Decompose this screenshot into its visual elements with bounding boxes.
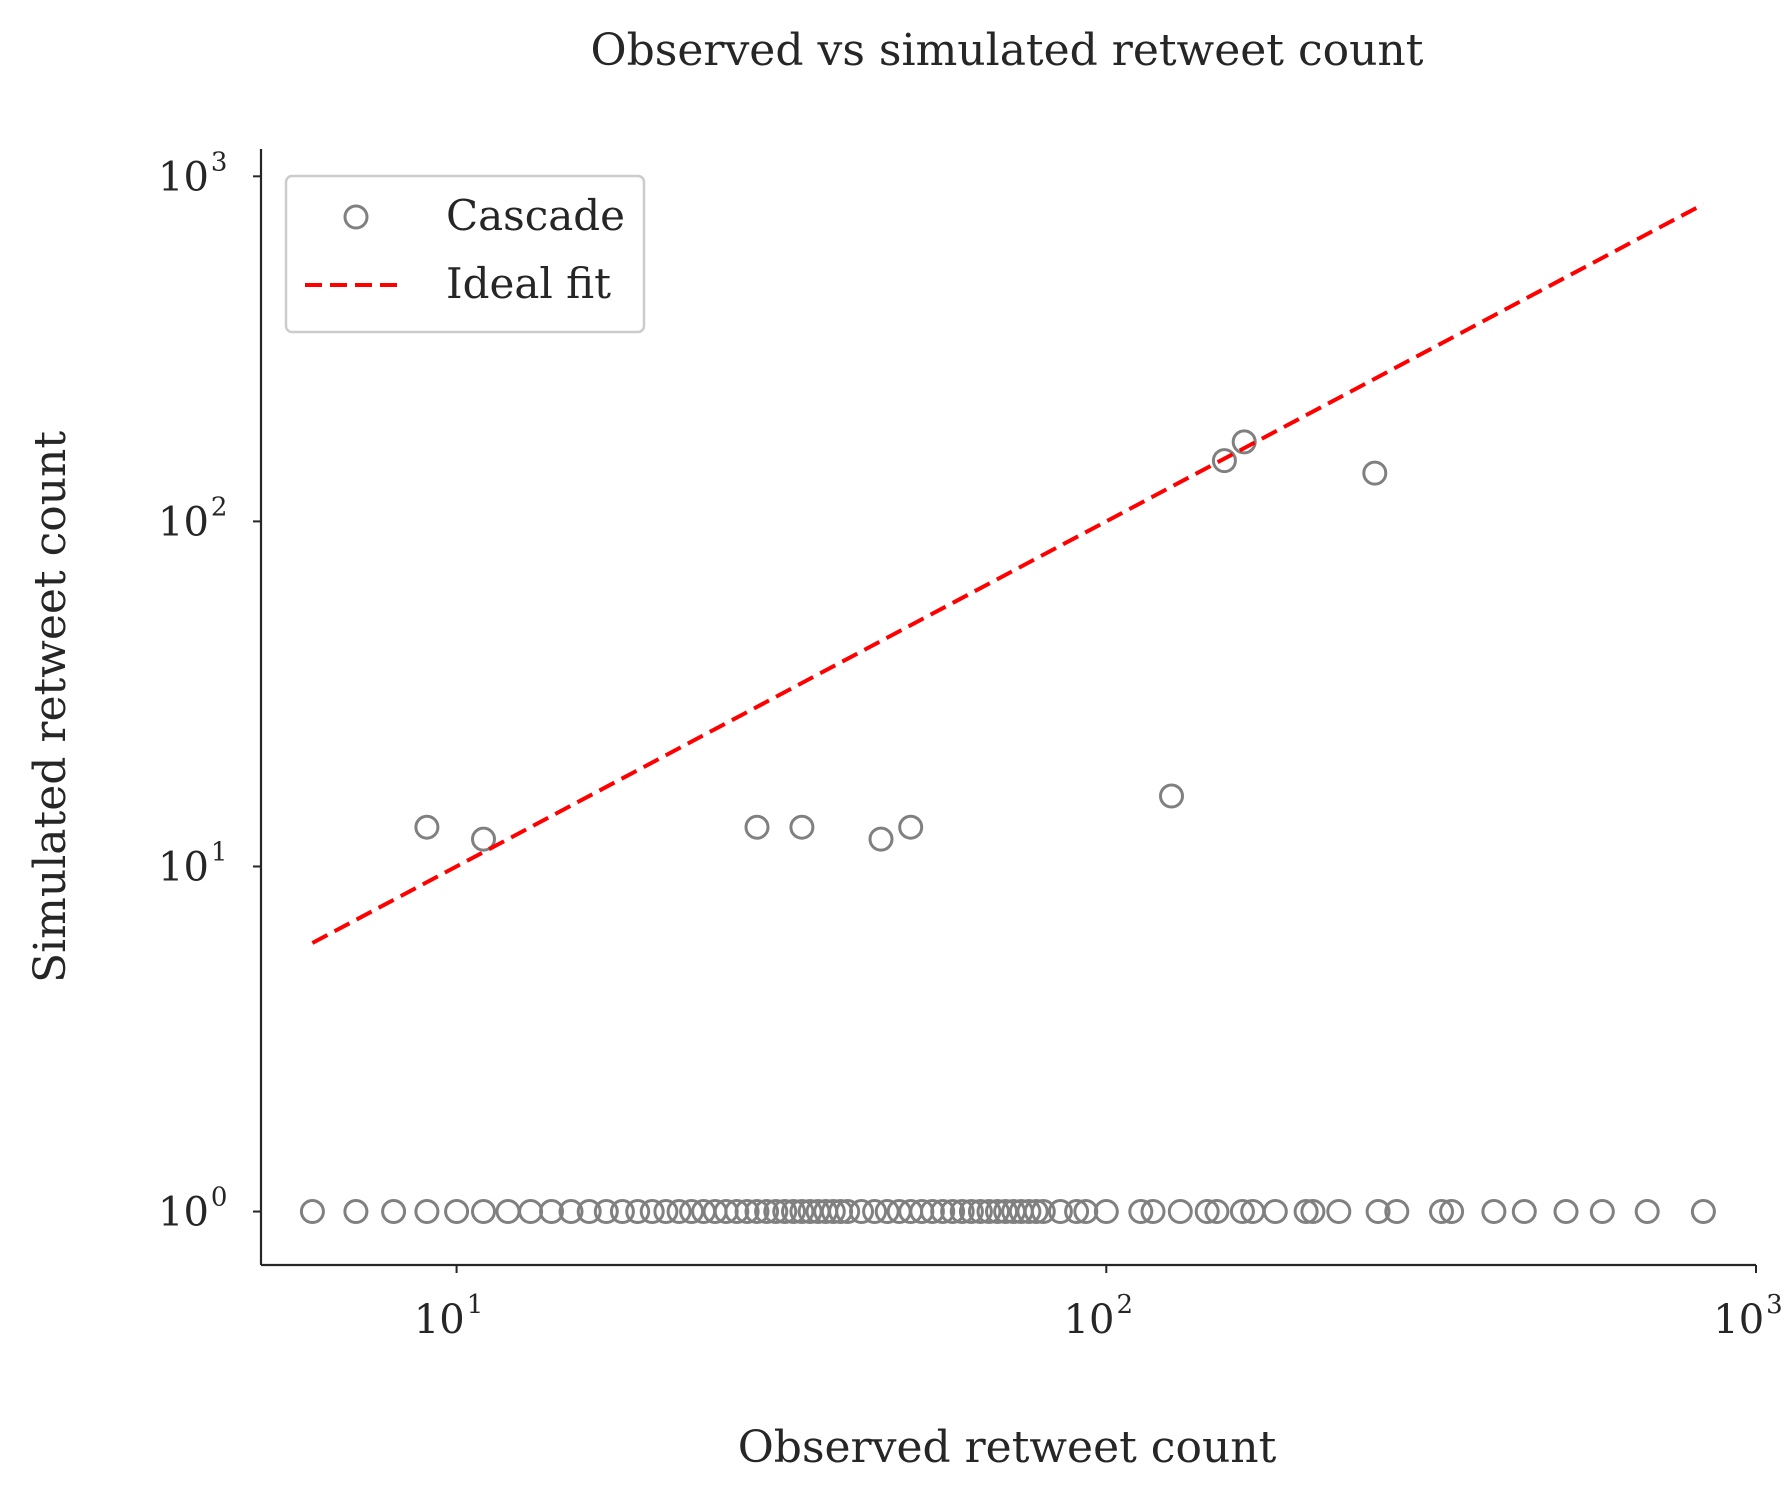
cascade-point-9 — [558, 1199, 584, 1224]
cascade-point-13 — [625, 1199, 651, 1224]
cascade-point-69 — [1326, 1199, 1352, 1224]
cascade-point-23 — [744, 1199, 770, 1224]
cascade-point-74 — [1481, 1199, 1507, 1224]
cascade-point-70 — [1365, 1199, 1391, 1224]
cascade-point-73 — [1439, 1199, 1465, 1224]
cascade-point-79 — [1690, 1199, 1716, 1224]
cascade-point-7 — [518, 1199, 544, 1224]
cascade-point-25 — [763, 1199, 789, 1224]
cascade-point-53 — [1023, 1199, 1049, 1224]
cascade-point-76 — [1553, 1199, 1579, 1224]
cascade-point-48 — [985, 1199, 1010, 1224]
cascade-point-15 — [653, 1199, 679, 1224]
cascade-point-66 — [1262, 1199, 1288, 1224]
cascade-point-71 — [1384, 1199, 1410, 1224]
cascade-point-8 — [539, 1199, 564, 1224]
x-axis-label: Observed retweet count — [738, 1422, 1277, 1473]
cascade-point-89 — [1362, 460, 1388, 486]
cascade-point-24 — [754, 1199, 780, 1224]
cascade-point-10 — [576, 1199, 602, 1224]
cascade-point-62 — [1194, 1199, 1220, 1224]
cascade-point-32 — [820, 1199, 846, 1224]
cascade-point-42 — [930, 1199, 956, 1224]
cascade-point-80 — [414, 814, 440, 840]
cascade-point-36 — [862, 1199, 888, 1224]
cascade-point-6 — [495, 1199, 521, 1224]
cascade-point-88 — [1231, 429, 1257, 455]
cascade-point-4 — [444, 1199, 470, 1224]
cascade-point-84 — [868, 826, 894, 852]
cascade-point-56 — [1064, 1199, 1090, 1224]
cascade-point-68 — [1300, 1199, 1326, 1224]
cascade-point-87 — [1211, 448, 1237, 474]
y-tick-label-3: 103 — [158, 147, 227, 200]
cascade-point-27 — [781, 1199, 806, 1224]
cascade-point-44 — [949, 1199, 975, 1224]
cascade-point-5 — [471, 1199, 496, 1224]
cascade-point-81 — [471, 826, 496, 852]
cascade-point-14 — [639, 1199, 665, 1224]
cascade-point-72 — [1429, 1199, 1454, 1224]
cascade-point-61 — [1167, 1199, 1193, 1224]
legend-box — [284, 174, 646, 334]
cascade-point-16 — [666, 1199, 692, 1224]
y-tick-label-1: 101 — [158, 837, 227, 890]
cascade-point-41 — [919, 1199, 945, 1224]
cascade-point-34 — [835, 1199, 861, 1224]
cascade-point-83 — [789, 814, 815, 840]
ideal-fit-layer — [311, 202, 1705, 945]
cascade-point-46 — [967, 1199, 993, 1224]
cascade-point-78 — [1634, 1199, 1660, 1224]
ideal-fit-line — [311, 202, 1705, 945]
cascade-point-11 — [593, 1199, 619, 1224]
y-tick-label-0: 100 — [158, 1183, 227, 1236]
cascade-point-60 — [1140, 1199, 1166, 1224]
cascade-point-54 — [1030, 1199, 1056, 1224]
cascade-point-47 — [976, 1199, 1002, 1224]
cascade-point-21 — [724, 1199, 750, 1224]
cascade-point-3 — [414, 1199, 440, 1224]
legend-cascade-label: Cascade — [446, 191, 625, 240]
cascade-point-28 — [789, 1199, 815, 1224]
cascade-point-45 — [958, 1199, 984, 1224]
legend-cascade-marker — [343, 204, 369, 230]
y-tick-label-2: 102 — [158, 492, 227, 545]
cascade-point-58 — [1093, 1199, 1119, 1224]
cascade-point-35 — [849, 1199, 874, 1224]
cascade-point-1 — [343, 1199, 369, 1224]
cascade-point-63 — [1204, 1199, 1230, 1224]
cascade-point-59 — [1128, 1199, 1154, 1224]
cascade-point-0 — [299, 1199, 325, 1224]
cascade-point-67 — [1293, 1199, 1319, 1224]
cascade-points — [299, 429, 1716, 1224]
cascade-point-43 — [940, 1199, 966, 1224]
x-axis-ticks: 101 102 103 — [414, 1265, 1783, 1343]
legend-ideal-fit-label: Ideal fit — [446, 259, 611, 308]
chart-title: Observed vs simulated retweet count — [591, 25, 1424, 76]
cascade-point-2 — [381, 1199, 407, 1224]
cascade-point-75 — [1511, 1199, 1537, 1224]
cascade-point-26 — [772, 1199, 798, 1224]
cascade-point-82 — [744, 814, 770, 840]
cascade-point-85 — [898, 814, 924, 840]
cascade-point-52 — [1016, 1199, 1042, 1224]
legend: Cascade Ideal fit — [284, 174, 646, 334]
x-tick-label-2: 103 — [1713, 1290, 1782, 1343]
x-tick-label-1: 102 — [1064, 1290, 1133, 1343]
cascade-point-55 — [1047, 1199, 1073, 1224]
cascade-point-77 — [1589, 1199, 1615, 1224]
y-axis-ticks: 100 101 102 103 — [158, 147, 261, 1236]
cascade-point-86 — [1159, 783, 1184, 809]
cascade-point-12 — [609, 1199, 635, 1224]
cascade-point-64 — [1229, 1199, 1255, 1224]
x-tick-label-0: 101 — [414, 1290, 483, 1343]
y-axis-label: Simulated retweet count — [25, 431, 76, 983]
cascade-point-22 — [734, 1199, 760, 1224]
